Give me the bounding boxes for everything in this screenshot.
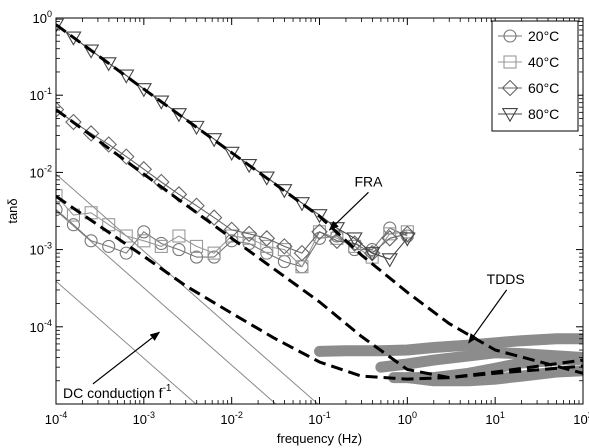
y-tick-label: 10-2 xyxy=(30,163,52,180)
series-1-point xyxy=(119,246,133,260)
legend-box xyxy=(491,20,579,132)
series-2-point xyxy=(383,227,397,241)
series-4-point xyxy=(205,133,223,148)
fit-curve-3 xyxy=(56,195,583,381)
tdds-band-1 xyxy=(314,333,583,357)
tdds-arrow xyxy=(468,289,508,344)
series-4-point xyxy=(188,120,205,136)
series-1-point xyxy=(172,243,186,257)
x-tick-label: 101 xyxy=(485,410,504,427)
series-3-point xyxy=(135,160,153,178)
tdds-band-4 xyxy=(401,365,583,387)
series-3-point xyxy=(170,186,188,203)
series-3-point xyxy=(188,197,205,215)
legend-marker xyxy=(501,108,519,123)
series-4-point xyxy=(364,247,381,262)
series-1-point xyxy=(189,250,204,264)
series-1-point xyxy=(260,246,274,260)
legend-entry: 80°C xyxy=(498,106,559,123)
legend-label: 40°C xyxy=(528,54,559,70)
series-1-point xyxy=(137,225,151,239)
fra-arrow xyxy=(328,191,369,231)
y-tick-label: 100 xyxy=(33,9,52,26)
series-2-point xyxy=(119,229,133,243)
series-2-point xyxy=(154,239,168,253)
legend-entry: 60°C xyxy=(498,79,559,97)
series-3-point xyxy=(328,232,346,250)
x-tick-label: 10-1 xyxy=(308,410,330,427)
series-3-point xyxy=(399,225,416,243)
series-3-point xyxy=(205,209,223,226)
tdds-label: TDDS xyxy=(487,271,525,287)
axes-layer: 10-4 10-3 10-2 10-1 100 101 102 100 10-1 10-2 10-3… xyxy=(5,9,589,446)
series-1-point xyxy=(84,234,98,248)
legend-label: 20°C xyxy=(528,28,559,44)
series-4-point xyxy=(311,209,328,224)
series-2-point xyxy=(207,246,221,260)
series-2-point xyxy=(242,231,256,245)
series-3-point xyxy=(240,225,258,243)
series-3-point xyxy=(153,173,170,191)
legend-label: 80°C xyxy=(528,106,559,122)
legend-entry: 40°C xyxy=(498,54,559,70)
legend-entry: 20°C xyxy=(498,28,559,44)
annotations-layer: FRA TDDS DC conduction f-1 xyxy=(63,173,525,401)
dc-conduction-line-2 xyxy=(56,210,277,404)
x-tick-label: 10-3 xyxy=(133,410,155,427)
y-axis-label: tanδ xyxy=(5,198,20,223)
series-3-point xyxy=(311,223,328,241)
series-3-point xyxy=(100,136,117,153)
series-2-point xyxy=(56,189,63,203)
dc-conduction-label: DC conduction f-1 xyxy=(63,383,172,401)
series-3-point xyxy=(276,238,293,255)
series-1-point xyxy=(66,218,80,232)
series-4-point xyxy=(118,69,135,84)
fra-label: FRA xyxy=(354,173,383,189)
series-3-point xyxy=(65,113,82,131)
x-tick-label: 100 xyxy=(398,410,417,427)
series-3-point xyxy=(258,230,276,247)
dc-conduction-arrow xyxy=(92,331,161,385)
tdds-bands-layer xyxy=(314,333,583,387)
dc-conduction-line-1 xyxy=(56,280,197,404)
series-2-point xyxy=(312,225,327,239)
series-4-point xyxy=(240,158,258,174)
legend-label: 60°C xyxy=(528,80,559,96)
series-2-point xyxy=(137,234,151,248)
x-tick-label: 102 xyxy=(573,410,589,427)
series-2-point xyxy=(260,239,274,253)
series-4-point xyxy=(346,232,363,247)
series-2-point xyxy=(189,239,204,253)
y-tick-label: 10-3 xyxy=(30,241,52,258)
x-axis-label: frequency (Hz) xyxy=(277,431,362,446)
series-2-point xyxy=(172,229,186,243)
series-4-point xyxy=(276,184,293,199)
series-1-point xyxy=(102,239,116,253)
legend-marker xyxy=(501,79,519,97)
series-4-point xyxy=(381,253,398,268)
series-3-point xyxy=(293,244,311,262)
fit-lines-layer xyxy=(56,23,583,381)
series-4-point xyxy=(399,232,416,247)
legend-marker xyxy=(503,29,517,43)
series-2-point xyxy=(277,243,291,257)
series-3-point xyxy=(346,235,363,252)
legend-marker xyxy=(503,55,517,69)
series-3-point xyxy=(56,101,65,118)
y-tick-label: 10-4 xyxy=(30,318,52,335)
x-tick-label: 10-2 xyxy=(220,410,242,427)
x-tick-label: 10-4 xyxy=(45,410,67,427)
series-4-point xyxy=(170,108,188,123)
fit-curve-1 xyxy=(56,23,583,375)
series-4-point xyxy=(153,95,170,110)
legend: 20°C 40°C 60°C 80°C xyxy=(491,20,579,132)
y-tick-label: 10-1 xyxy=(30,86,52,103)
series-4-point xyxy=(258,171,275,186)
series-3-point xyxy=(117,148,135,165)
series-1-point xyxy=(56,203,63,217)
series-4-point xyxy=(100,57,117,72)
series-4-point xyxy=(293,197,311,212)
series-3-point xyxy=(381,230,399,247)
